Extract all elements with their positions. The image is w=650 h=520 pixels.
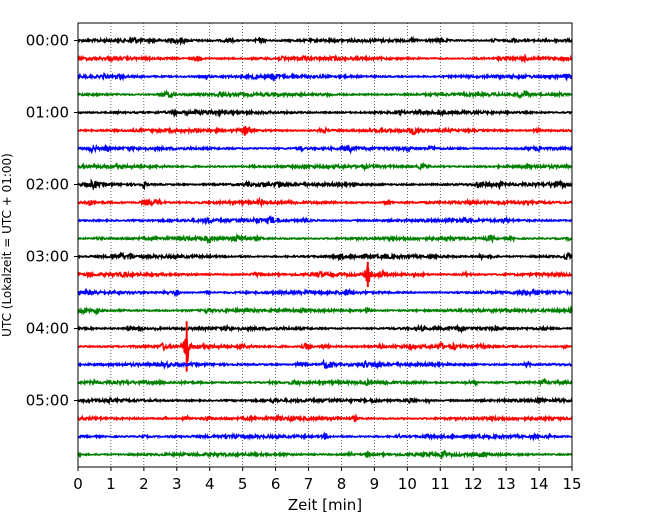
y-axis-ticks: 00:00 01:00 02:00 03:00 04:00 05:00 xyxy=(26,32,78,410)
trace-6 xyxy=(77,143,573,155)
x-tick-label-10: 10 xyxy=(398,475,417,493)
trace-3 xyxy=(77,89,573,100)
trace-21 xyxy=(77,413,573,423)
x-tick-label-4: 4 xyxy=(205,475,215,493)
x-tick-label-9: 9 xyxy=(370,475,380,493)
trace-17 xyxy=(77,338,573,363)
x-tick-label-0: 0 xyxy=(73,475,83,493)
x-tick-label-15: 15 xyxy=(562,475,581,493)
trace-18 xyxy=(77,358,573,370)
trace-23 xyxy=(77,449,573,460)
x-tick-label-12: 12 xyxy=(464,475,483,493)
x-tick-label-6: 6 xyxy=(271,475,281,493)
x-tick-label-5: 5 xyxy=(238,475,248,493)
trace-22 xyxy=(77,431,573,442)
y-tick-label-05:00: 05:00 xyxy=(26,392,69,410)
x-tick-label-1: 1 xyxy=(106,475,116,493)
trace-10 xyxy=(77,215,573,226)
trace-9 xyxy=(77,196,573,209)
x-tick-label-11: 11 xyxy=(431,475,450,493)
trace-2 xyxy=(77,71,573,82)
trace-1 xyxy=(77,52,573,64)
y-tick-label-01:00: 01:00 xyxy=(26,104,69,122)
trace-0 xyxy=(77,35,573,47)
trace-5 xyxy=(77,125,573,136)
x-tick-label-2: 2 xyxy=(139,475,149,493)
trace-19 xyxy=(77,377,573,388)
x-axis-ticks: 0 1 2 3 4 5 6 7 8 9 10 11 12 13 14 15 xyxy=(73,467,582,493)
x-tick-label-8: 8 xyxy=(337,475,347,493)
trace-20 xyxy=(77,395,573,406)
x-tick-label-7: 7 xyxy=(304,475,314,493)
trace-11 xyxy=(77,232,573,245)
y-tick-label-02:00: 02:00 xyxy=(26,176,69,194)
y-axis-label: UTC (Lokalzeit = UTC + 01:00) xyxy=(0,153,14,337)
y-tick-label-04:00: 04:00 xyxy=(26,320,69,338)
trace-4 xyxy=(77,107,573,119)
trace-13 xyxy=(77,265,573,283)
x-tick-label-3: 3 xyxy=(172,475,182,493)
trace-14 xyxy=(77,287,573,298)
trace-15 xyxy=(77,305,573,317)
x-tick-label-13: 13 xyxy=(497,475,516,493)
plot-frame xyxy=(77,22,573,468)
trace-16 xyxy=(77,323,573,334)
x-axis-label: Zeit [min] xyxy=(288,496,362,514)
trace-7 xyxy=(77,161,573,172)
trace-8 xyxy=(77,178,573,191)
seismic-traces xyxy=(77,35,573,460)
y-tick-label-03:00: 03:00 xyxy=(26,248,69,266)
trace-12 xyxy=(77,251,573,262)
x-tick-label-14: 14 xyxy=(530,475,549,493)
y-tick-label-00:00: 00:00 xyxy=(26,32,69,50)
vertical-gridlines xyxy=(110,23,540,467)
